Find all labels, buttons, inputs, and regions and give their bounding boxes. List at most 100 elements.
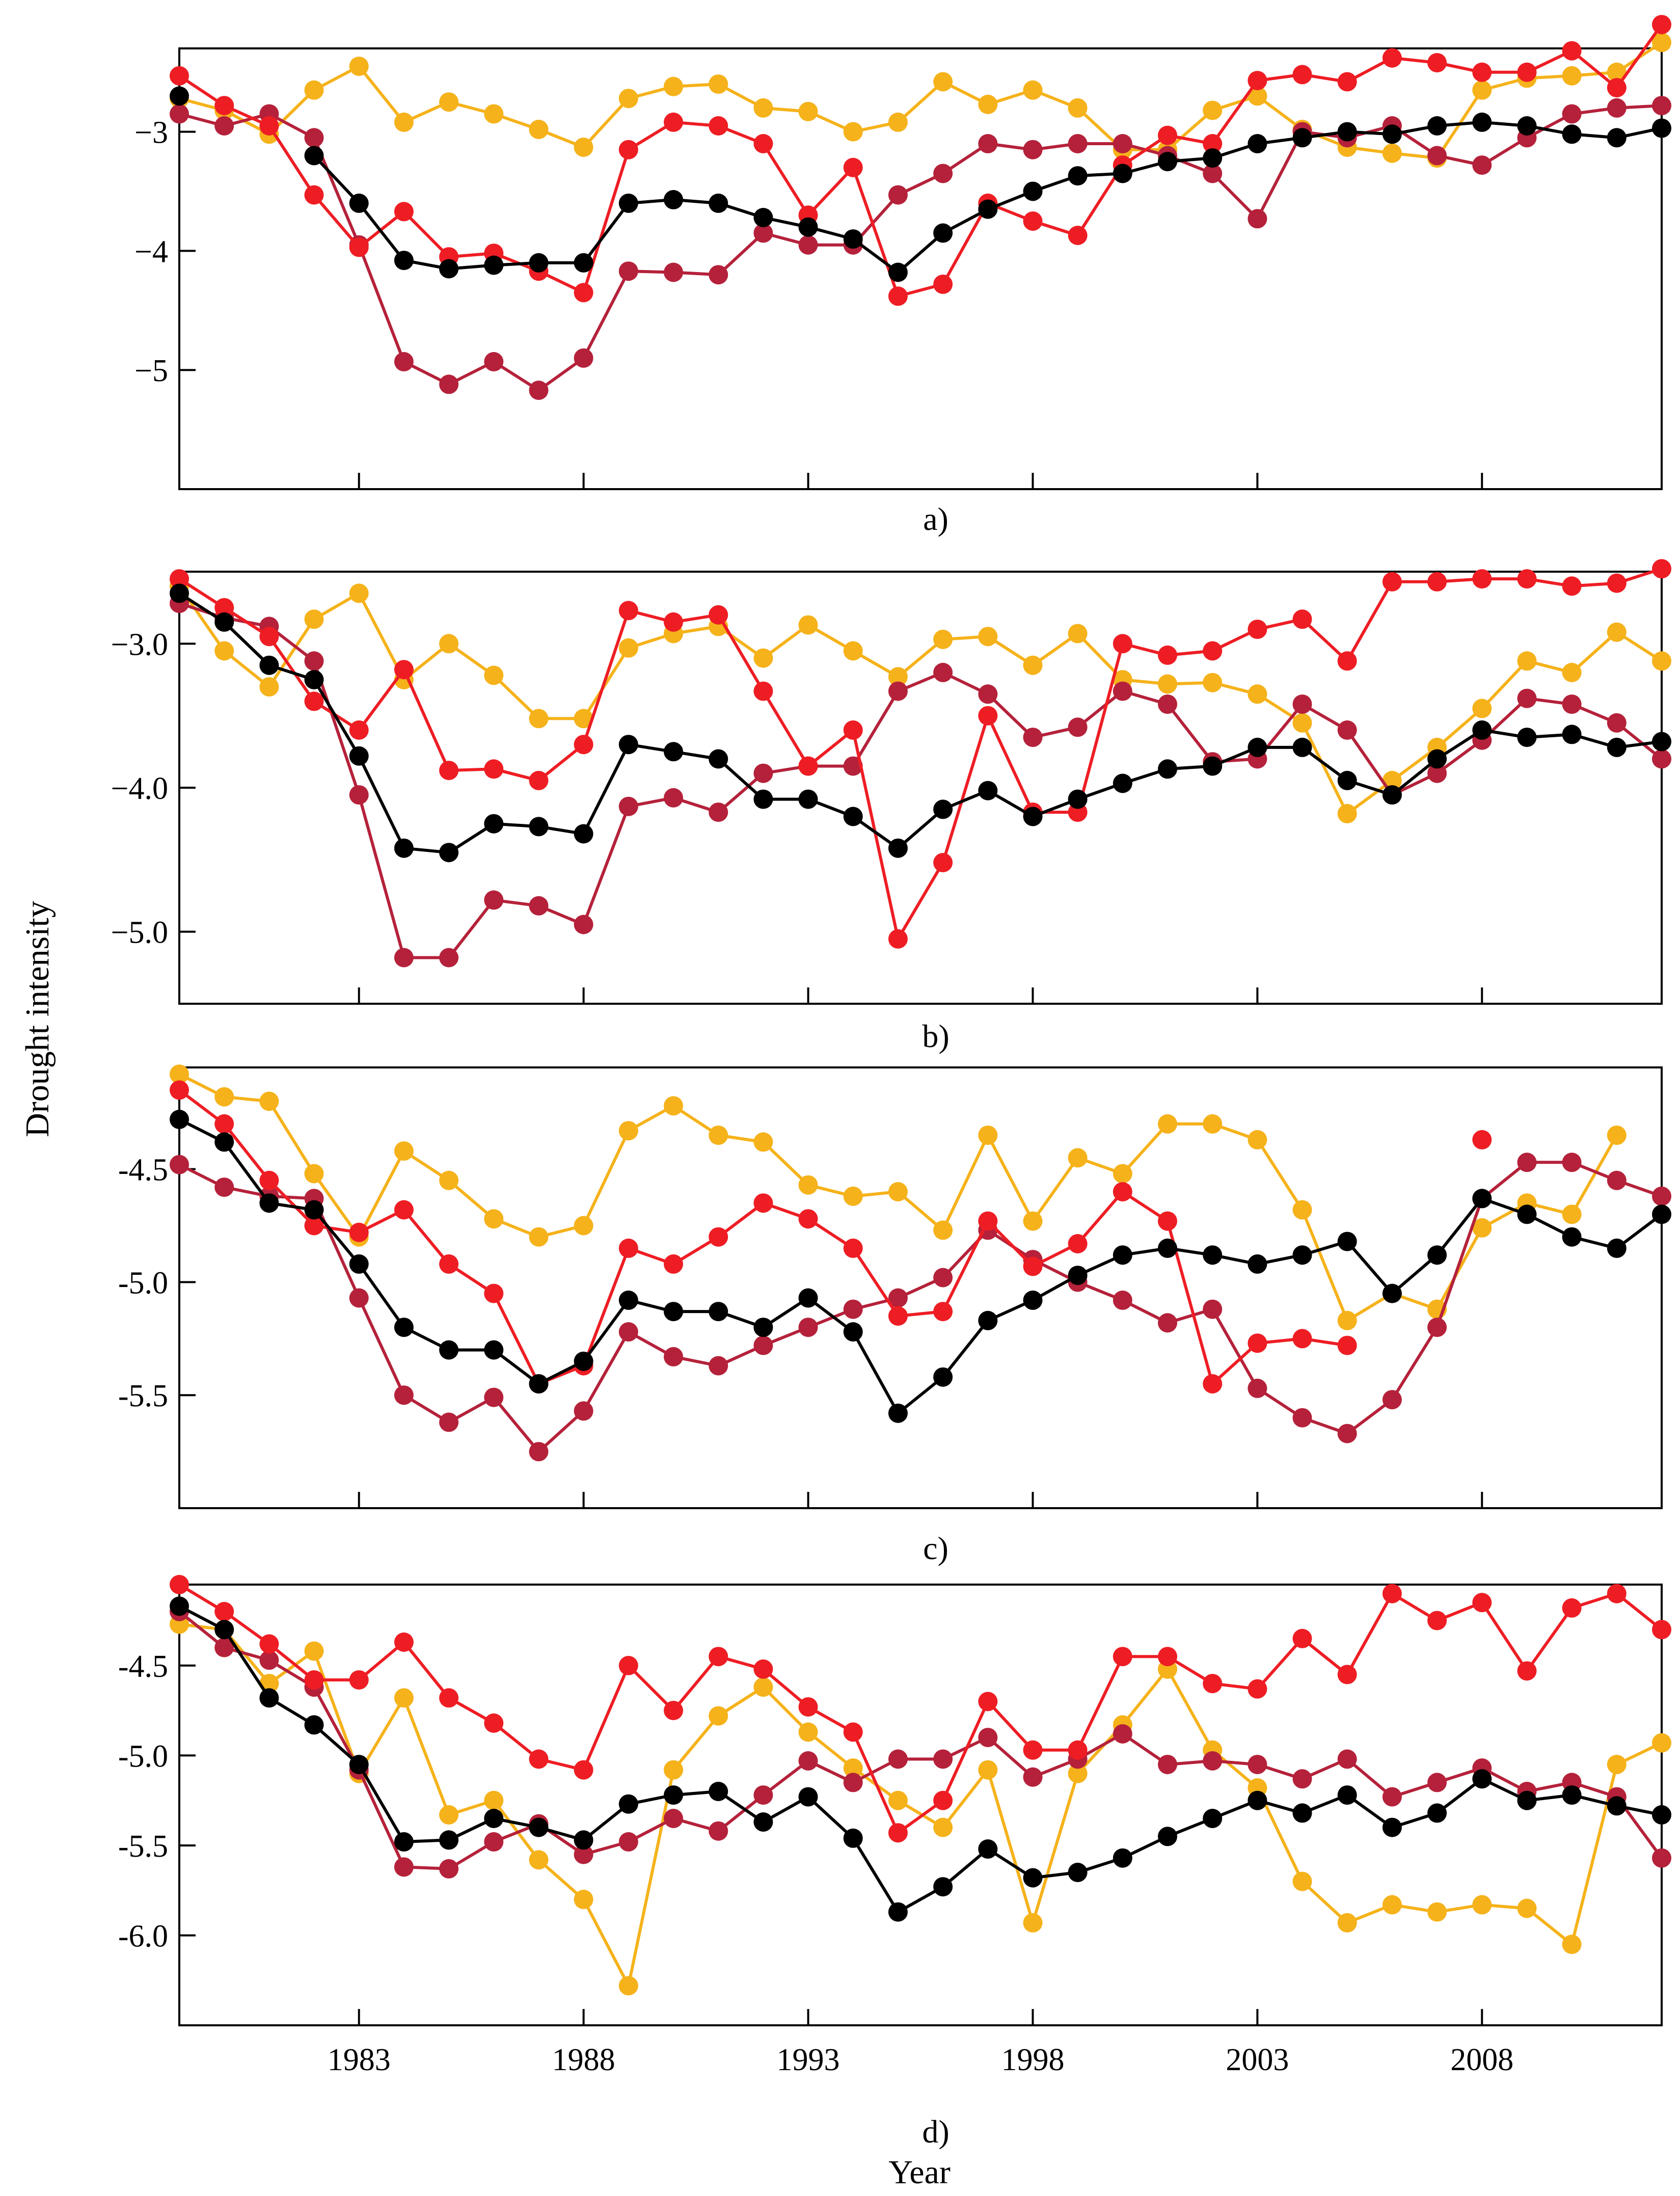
x-axis-label: Year [888, 2154, 951, 2191]
data-point [484, 104, 504, 124]
data-point [1203, 164, 1223, 183]
panel-a: −3 −4 −5 a) [134, 15, 1671, 537]
data-point [1517, 651, 1537, 671]
data-point [1472, 1769, 1492, 1789]
series-black [170, 86, 1671, 282]
data-point [1203, 673, 1223, 692]
data-point [574, 915, 593, 934]
data-point [1113, 164, 1132, 183]
data-point [843, 1758, 863, 1778]
data-point [439, 1412, 459, 1432]
data-point [574, 1351, 593, 1371]
data-point [394, 660, 414, 680]
data-point [349, 57, 369, 76]
plot-frame [178, 1066, 1663, 1509]
data-point [618, 1121, 638, 1141]
data-point [1203, 641, 1223, 661]
data-point [1652, 96, 1671, 116]
series-yellow [170, 576, 1671, 823]
data-point [1203, 148, 1223, 168]
data-point [170, 66, 189, 86]
data-point [1337, 1424, 1357, 1443]
data-point [170, 1155, 189, 1174]
data-point [933, 1877, 953, 1897]
data-point [618, 261, 638, 281]
data-point [170, 569, 189, 589]
data-point [574, 253, 593, 273]
data-point [1427, 146, 1447, 166]
data-point [664, 1785, 683, 1805]
data-point [618, 1290, 638, 1310]
data-point [709, 193, 728, 213]
data-point [933, 223, 953, 243]
data-point [1248, 684, 1267, 704]
data-point [1023, 1868, 1043, 1888]
data-point [1203, 1751, 1223, 1771]
data-point [1607, 1584, 1627, 1603]
data-point [664, 76, 683, 96]
data-point [618, 796, 638, 816]
data-point [753, 681, 773, 701]
data-point [798, 789, 818, 809]
data-point [529, 1850, 549, 1870]
data-point [753, 1193, 773, 1213]
data-point [529, 1749, 549, 1769]
data-point [259, 1193, 279, 1213]
data-point [1068, 624, 1088, 644]
data-point [1158, 1827, 1177, 1846]
series-line [178, 1583, 1663, 1835]
series-line [179, 1622, 1663, 1988]
data-point [439, 92, 459, 112]
data-point [618, 1238, 638, 1258]
data-point [753, 223, 773, 243]
data-point [798, 217, 818, 237]
data-point [1158, 152, 1177, 172]
data-point [1068, 1266, 1088, 1286]
data-point [1382, 48, 1402, 68]
data-point [1203, 1245, 1223, 1265]
series-line [178, 1161, 1662, 1454]
data-point [1607, 78, 1627, 98]
data-point [439, 948, 459, 968]
y-tick-label: -4.5 [118, 1153, 168, 1188]
data-point [798, 1751, 818, 1771]
y-tick-label: −3 [134, 116, 168, 150]
data-point [1023, 655, 1043, 675]
data-point [574, 824, 593, 844]
series-yellow [170, 33, 1671, 168]
data-point [1472, 1130, 1492, 1149]
data-point [843, 122, 863, 142]
y-tick-label: −4.0 [111, 771, 168, 806]
data-point [170, 1596, 189, 1616]
data-point [618, 1655, 638, 1675]
data-point [1472, 699, 1492, 718]
data-point [1292, 1329, 1312, 1349]
data-point [1203, 756, 1223, 776]
data-point [529, 381, 549, 400]
data-point [214, 1602, 234, 1621]
data-point [709, 1706, 728, 1726]
data-point [484, 759, 504, 779]
data-point [1248, 134, 1267, 153]
data-point [709, 116, 728, 136]
data-point [349, 785, 369, 805]
series-crimson [170, 594, 1671, 968]
data-point [709, 1821, 728, 1841]
data-point [1337, 1913, 1357, 1933]
data-point [1427, 1318, 1447, 1337]
data-point [1427, 749, 1447, 769]
data-point [1292, 694, 1312, 714]
data-point [170, 1080, 189, 1100]
data-point [529, 1817, 549, 1837]
data-point [1562, 1227, 1582, 1247]
data-point [618, 1322, 638, 1342]
data-point [753, 208, 773, 227]
data-point [1652, 1805, 1671, 1825]
data-point [978, 1126, 998, 1145]
data-point [1158, 694, 1177, 714]
data-point [1248, 1755, 1267, 1775]
data-point [214, 1087, 234, 1107]
data-point [888, 262, 908, 282]
data-point [618, 140, 638, 159]
data-point [439, 634, 459, 654]
